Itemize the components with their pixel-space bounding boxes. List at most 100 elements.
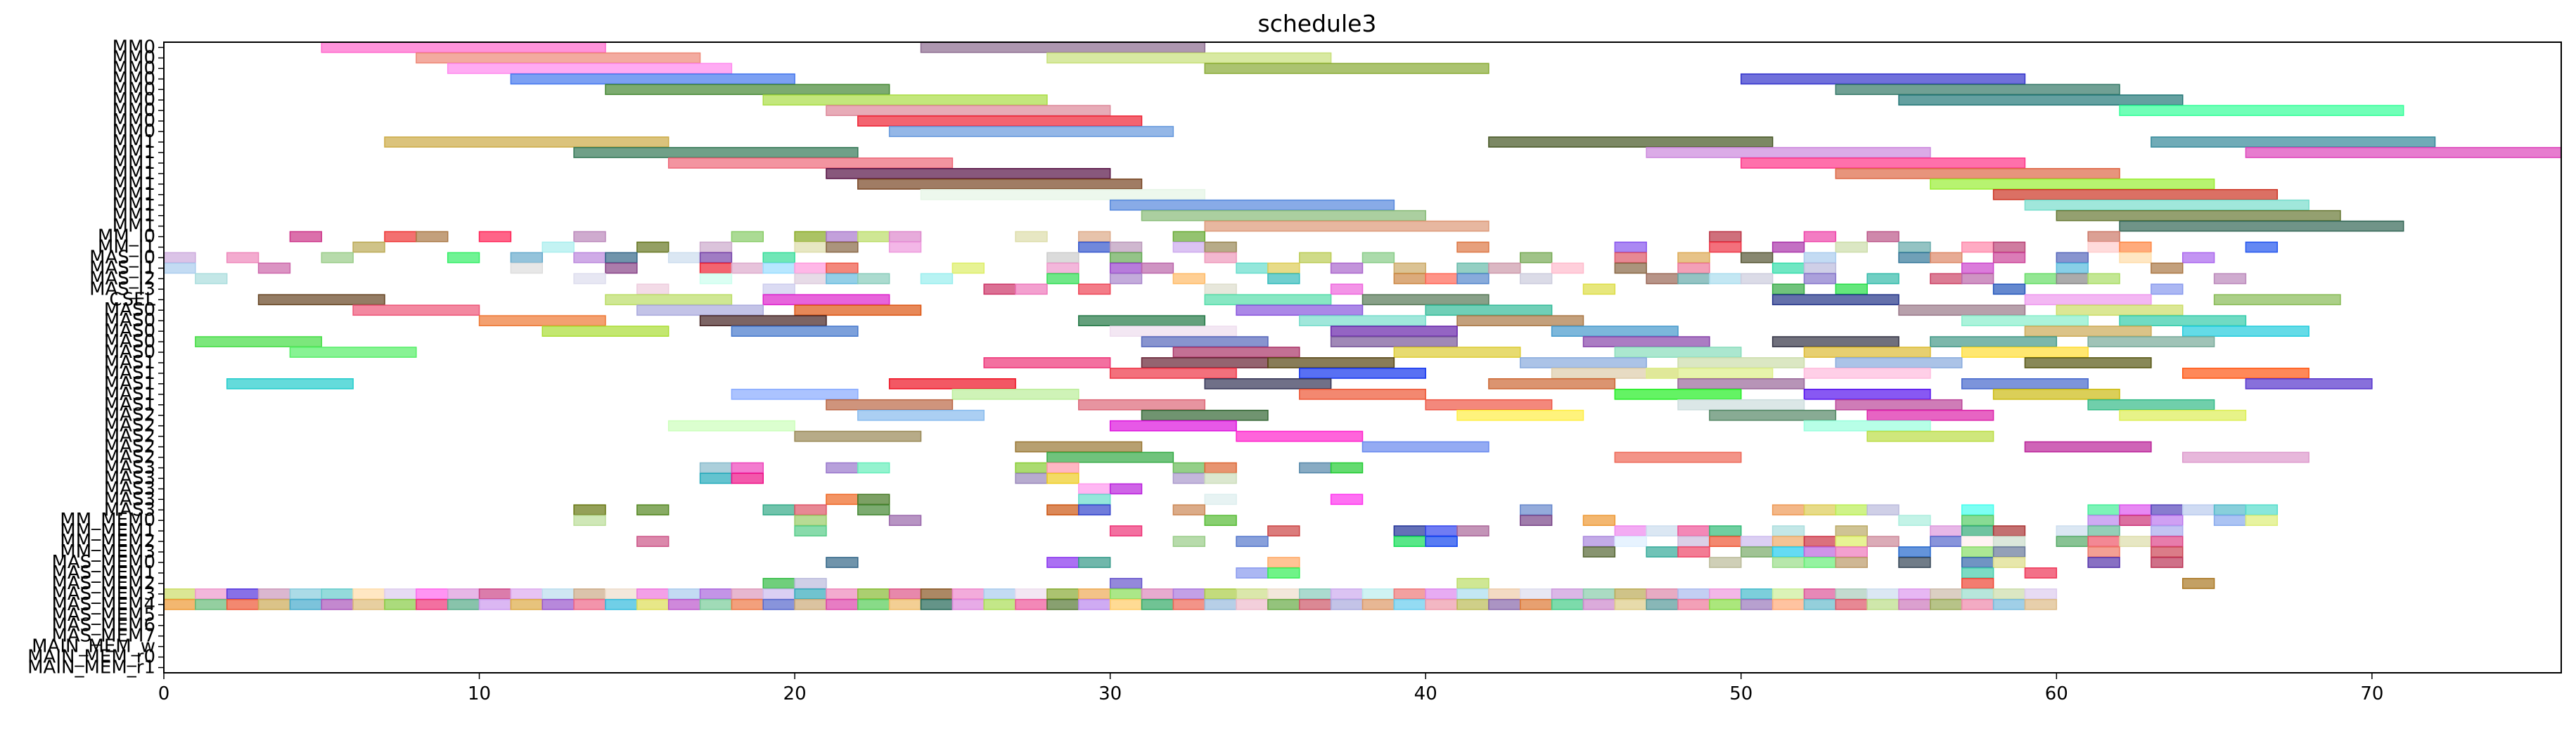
task-bar bbox=[1172, 462, 1205, 474]
task-bar bbox=[1741, 588, 1774, 600]
task-bar bbox=[1046, 52, 1332, 64]
task-bar bbox=[195, 588, 228, 600]
task-bar bbox=[573, 598, 606, 610]
task-bar bbox=[920, 273, 954, 285]
task-bar bbox=[699, 262, 733, 274]
task-bar bbox=[1930, 536, 1963, 547]
task-bar bbox=[1078, 483, 1111, 495]
y-tick-label: MM_MEM1 bbox=[60, 520, 155, 541]
task-bar bbox=[447, 63, 733, 75]
task-bar bbox=[826, 105, 1111, 117]
task-bar bbox=[1898, 588, 1931, 600]
task-bar bbox=[1992, 241, 2026, 253]
y-tick-label: MAS_MEM3 bbox=[51, 584, 155, 605]
task-bar bbox=[1866, 598, 1899, 610]
task-bar bbox=[1582, 546, 1616, 558]
task-bar bbox=[2119, 409, 2247, 421]
task-bar bbox=[1771, 536, 1805, 547]
task-bar bbox=[731, 598, 764, 610]
task-bar bbox=[163, 598, 196, 610]
task-bar bbox=[1456, 525, 1489, 537]
task-bar bbox=[1330, 494, 1364, 505]
task-bar bbox=[289, 347, 417, 358]
task-bar bbox=[1961, 578, 1994, 589]
task-bar bbox=[605, 598, 638, 610]
task-bar bbox=[1267, 557, 1300, 568]
task-bar bbox=[1046, 598, 1079, 610]
task-bar bbox=[794, 231, 827, 243]
task-bar bbox=[447, 598, 480, 610]
y-tick-label: MAS_MEM7 bbox=[51, 626, 155, 647]
task-bar bbox=[1172, 472, 1205, 484]
task-bar bbox=[1709, 557, 1742, 568]
task-bar bbox=[416, 588, 449, 600]
task-bar bbox=[542, 588, 575, 600]
task-bar bbox=[1046, 462, 1079, 474]
y-tick-label: MM0 bbox=[113, 47, 155, 68]
task-bar bbox=[1709, 231, 1742, 243]
task-bar bbox=[257, 294, 385, 306]
task-bar bbox=[667, 252, 701, 264]
task-bar bbox=[605, 588, 638, 600]
task-bar bbox=[1898, 515, 1931, 527]
task-bar bbox=[1709, 273, 1742, 285]
y-tick-label: MAS_MEM5 bbox=[51, 605, 155, 626]
task-bar bbox=[731, 231, 764, 243]
y-axis: MM0MM0MM0MM0MM0MM0MM0MM0MM0MM1MM1MM1MM1M… bbox=[27, 37, 164, 678]
y-tick-label: MAS_MEM1 bbox=[51, 562, 155, 584]
task-bar bbox=[605, 252, 638, 264]
task-bar bbox=[478, 315, 606, 327]
task-bar bbox=[573, 588, 606, 600]
task-bar bbox=[195, 336, 323, 347]
task-bar bbox=[1961, 262, 1994, 274]
task-bar bbox=[1109, 199, 1395, 211]
task-bar bbox=[1078, 283, 1111, 295]
task-bar bbox=[1267, 598, 1300, 610]
task-bar bbox=[573, 252, 606, 264]
x-tick-label: 40 bbox=[1414, 683, 1437, 704]
task-bar bbox=[1803, 536, 1837, 547]
task-bar bbox=[888, 241, 922, 253]
y-tick-label: MAS2 bbox=[104, 405, 155, 426]
task-bar bbox=[857, 588, 890, 600]
task-bar bbox=[1488, 136, 1774, 148]
task-bar bbox=[1709, 598, 1742, 610]
task-bar bbox=[1961, 557, 1994, 568]
task-bar bbox=[1299, 588, 1332, 600]
task-bar bbox=[478, 231, 512, 243]
task-bar bbox=[1771, 241, 1805, 253]
x-tick-label: 10 bbox=[468, 683, 491, 704]
y-tick-label: MM0 bbox=[113, 89, 155, 110]
task-bar bbox=[1992, 283, 2026, 295]
task-bar bbox=[1866, 504, 1899, 516]
task-bar bbox=[636, 304, 764, 316]
y-tick-label: MM1 bbox=[113, 184, 155, 205]
task-bar bbox=[1551, 598, 1584, 610]
task-bar bbox=[1866, 409, 1994, 421]
task-bar bbox=[1299, 368, 1426, 379]
task-bar bbox=[1898, 598, 1931, 610]
task-bar bbox=[1646, 546, 1679, 558]
task-bar bbox=[1393, 598, 1426, 610]
task-bar bbox=[1456, 273, 1489, 285]
task-bar bbox=[857, 409, 985, 421]
task-bar bbox=[1709, 588, 1742, 600]
task-bar bbox=[321, 598, 354, 610]
task-bar bbox=[1204, 472, 1237, 484]
task-bar bbox=[1930, 178, 2215, 190]
task-bar bbox=[1771, 598, 1805, 610]
task-bar bbox=[699, 588, 733, 600]
task-bar bbox=[731, 326, 859, 337]
task-bar bbox=[510, 262, 544, 274]
x-tick-label: 70 bbox=[2360, 683, 2383, 704]
task-bar bbox=[510, 588, 544, 600]
task-bar bbox=[1961, 598, 1994, 610]
task-bar bbox=[1046, 273, 1079, 285]
task-bar bbox=[1741, 73, 2026, 85]
task-bar bbox=[1677, 598, 1710, 610]
task-bar bbox=[857, 115, 1143, 127]
y-tick-label: MAS3 bbox=[104, 478, 155, 499]
task-bar bbox=[857, 178, 1143, 190]
task-bar bbox=[1803, 504, 1837, 516]
task-bar bbox=[1646, 588, 1679, 600]
